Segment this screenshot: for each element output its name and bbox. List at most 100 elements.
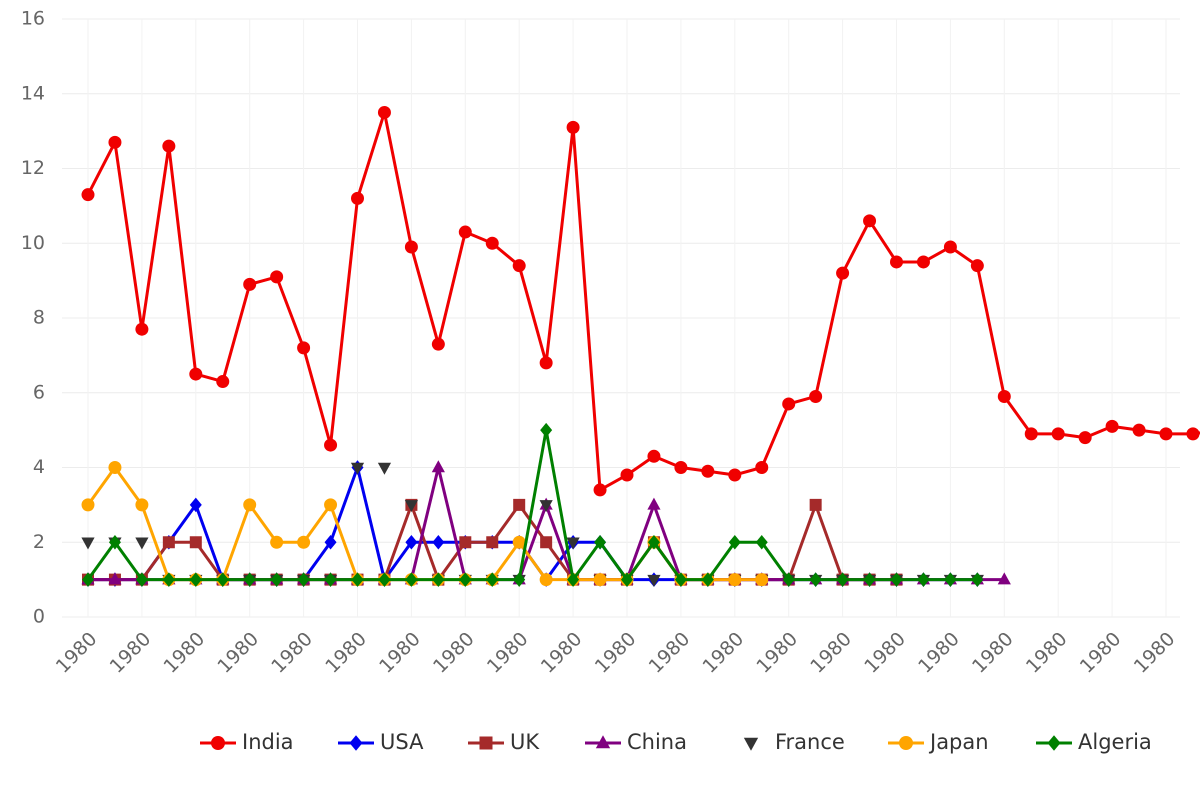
x-tick-label: 1980: [429, 628, 479, 678]
marker: [701, 572, 714, 587]
y-tick-label: 4: [33, 456, 45, 478]
x-tick-label: 1980: [752, 628, 802, 678]
marker: [755, 461, 769, 474]
x-tick-label: 1980: [968, 628, 1018, 678]
y-tick-label: 16: [21, 8, 45, 30]
marker: [743, 737, 759, 751]
marker: [595, 735, 611, 749]
x-tick-label: 1980: [914, 628, 964, 678]
marker: [512, 535, 526, 549]
y-tick-label: 0: [33, 606, 45, 628]
marker: [189, 536, 202, 549]
marker: [82, 572, 94, 587]
marker: [479, 736, 493, 750]
marker: [863, 214, 877, 228]
legend-label: France: [775, 730, 845, 754]
marker: [324, 438, 338, 452]
x-tick-label: 1980: [1076, 628, 1126, 678]
marker: [189, 572, 202, 587]
marker: [324, 572, 337, 587]
x-tick-label: 1980: [1130, 628, 1180, 678]
marker: [135, 322, 149, 336]
y-tick-label: 14: [21, 82, 45, 104]
marker: [162, 572, 175, 587]
marker: [647, 535, 660, 550]
marker: [189, 497, 202, 513]
marker: [674, 572, 687, 587]
legend-label: USA: [380, 730, 424, 754]
marker: [566, 120, 580, 134]
marker: [431, 460, 445, 473]
marker: [243, 277, 257, 291]
marker: [378, 572, 391, 587]
marker: [135, 498, 149, 512]
x-tick-label: 1980: [52, 628, 102, 678]
y-tick-label: 10: [21, 232, 45, 254]
marker: [1186, 427, 1200, 441]
legend-label: India: [242, 730, 294, 754]
x-tick-label: 1980: [321, 628, 371, 678]
series-line: [88, 466, 1005, 582]
y-tick-label: 2: [33, 531, 45, 553]
marker: [135, 537, 149, 550]
x-tick-label: 1980: [698, 628, 748, 678]
marker: [377, 462, 392, 475]
x-tick-label: 1980: [483, 628, 533, 678]
marker: [836, 266, 850, 280]
marker: [863, 572, 876, 587]
marker: [836, 572, 849, 587]
marker: [917, 572, 930, 587]
y-tick-label: 6: [33, 381, 45, 403]
marker: [377, 105, 391, 119]
marker: [809, 389, 823, 403]
marker: [404, 500, 418, 513]
marker: [270, 535, 284, 549]
series-line: [86, 428, 978, 582]
marker: [971, 572, 984, 587]
x-tick-label: 1980: [213, 628, 263, 678]
marker: [513, 572, 526, 587]
marker: [108, 535, 121, 550]
marker: [943, 240, 957, 254]
marker: [1105, 419, 1119, 433]
marker: [782, 397, 796, 411]
marker: [1047, 735, 1061, 751]
marker: [1051, 427, 1065, 441]
marker: [405, 535, 418, 550]
legend-label: Japan: [928, 730, 989, 754]
marker: [997, 572, 1011, 585]
marker: [189, 367, 203, 381]
marker: [162, 536, 175, 549]
marker: [1024, 427, 1038, 441]
marker: [270, 572, 283, 587]
legend-label: Algeria: [1078, 730, 1152, 754]
marker: [404, 240, 418, 254]
marker: [944, 572, 957, 587]
marker: [647, 449, 661, 463]
marker: [108, 461, 122, 474]
marker: [540, 536, 553, 549]
marker: [216, 572, 229, 587]
marker: [81, 188, 95, 202]
marker: [593, 573, 607, 587]
marker: [809, 572, 822, 587]
marker: [350, 462, 365, 475]
legend-label: UK: [510, 730, 540, 754]
marker: [539, 356, 553, 370]
marker: [458, 225, 472, 239]
marker: [512, 259, 526, 273]
marker: [899, 736, 913, 750]
marker: [1132, 423, 1146, 437]
marker: [486, 572, 499, 587]
marker: [351, 191, 364, 205]
marker: [567, 572, 580, 587]
marker: [108, 135, 122, 149]
marker: [890, 572, 903, 587]
x-tick-label: 1980: [375, 628, 425, 678]
marker: [81, 498, 95, 512]
x-tick-label: 1980: [591, 628, 641, 678]
marker: [594, 535, 607, 550]
marker: [270, 270, 284, 284]
marker: [728, 573, 742, 587]
